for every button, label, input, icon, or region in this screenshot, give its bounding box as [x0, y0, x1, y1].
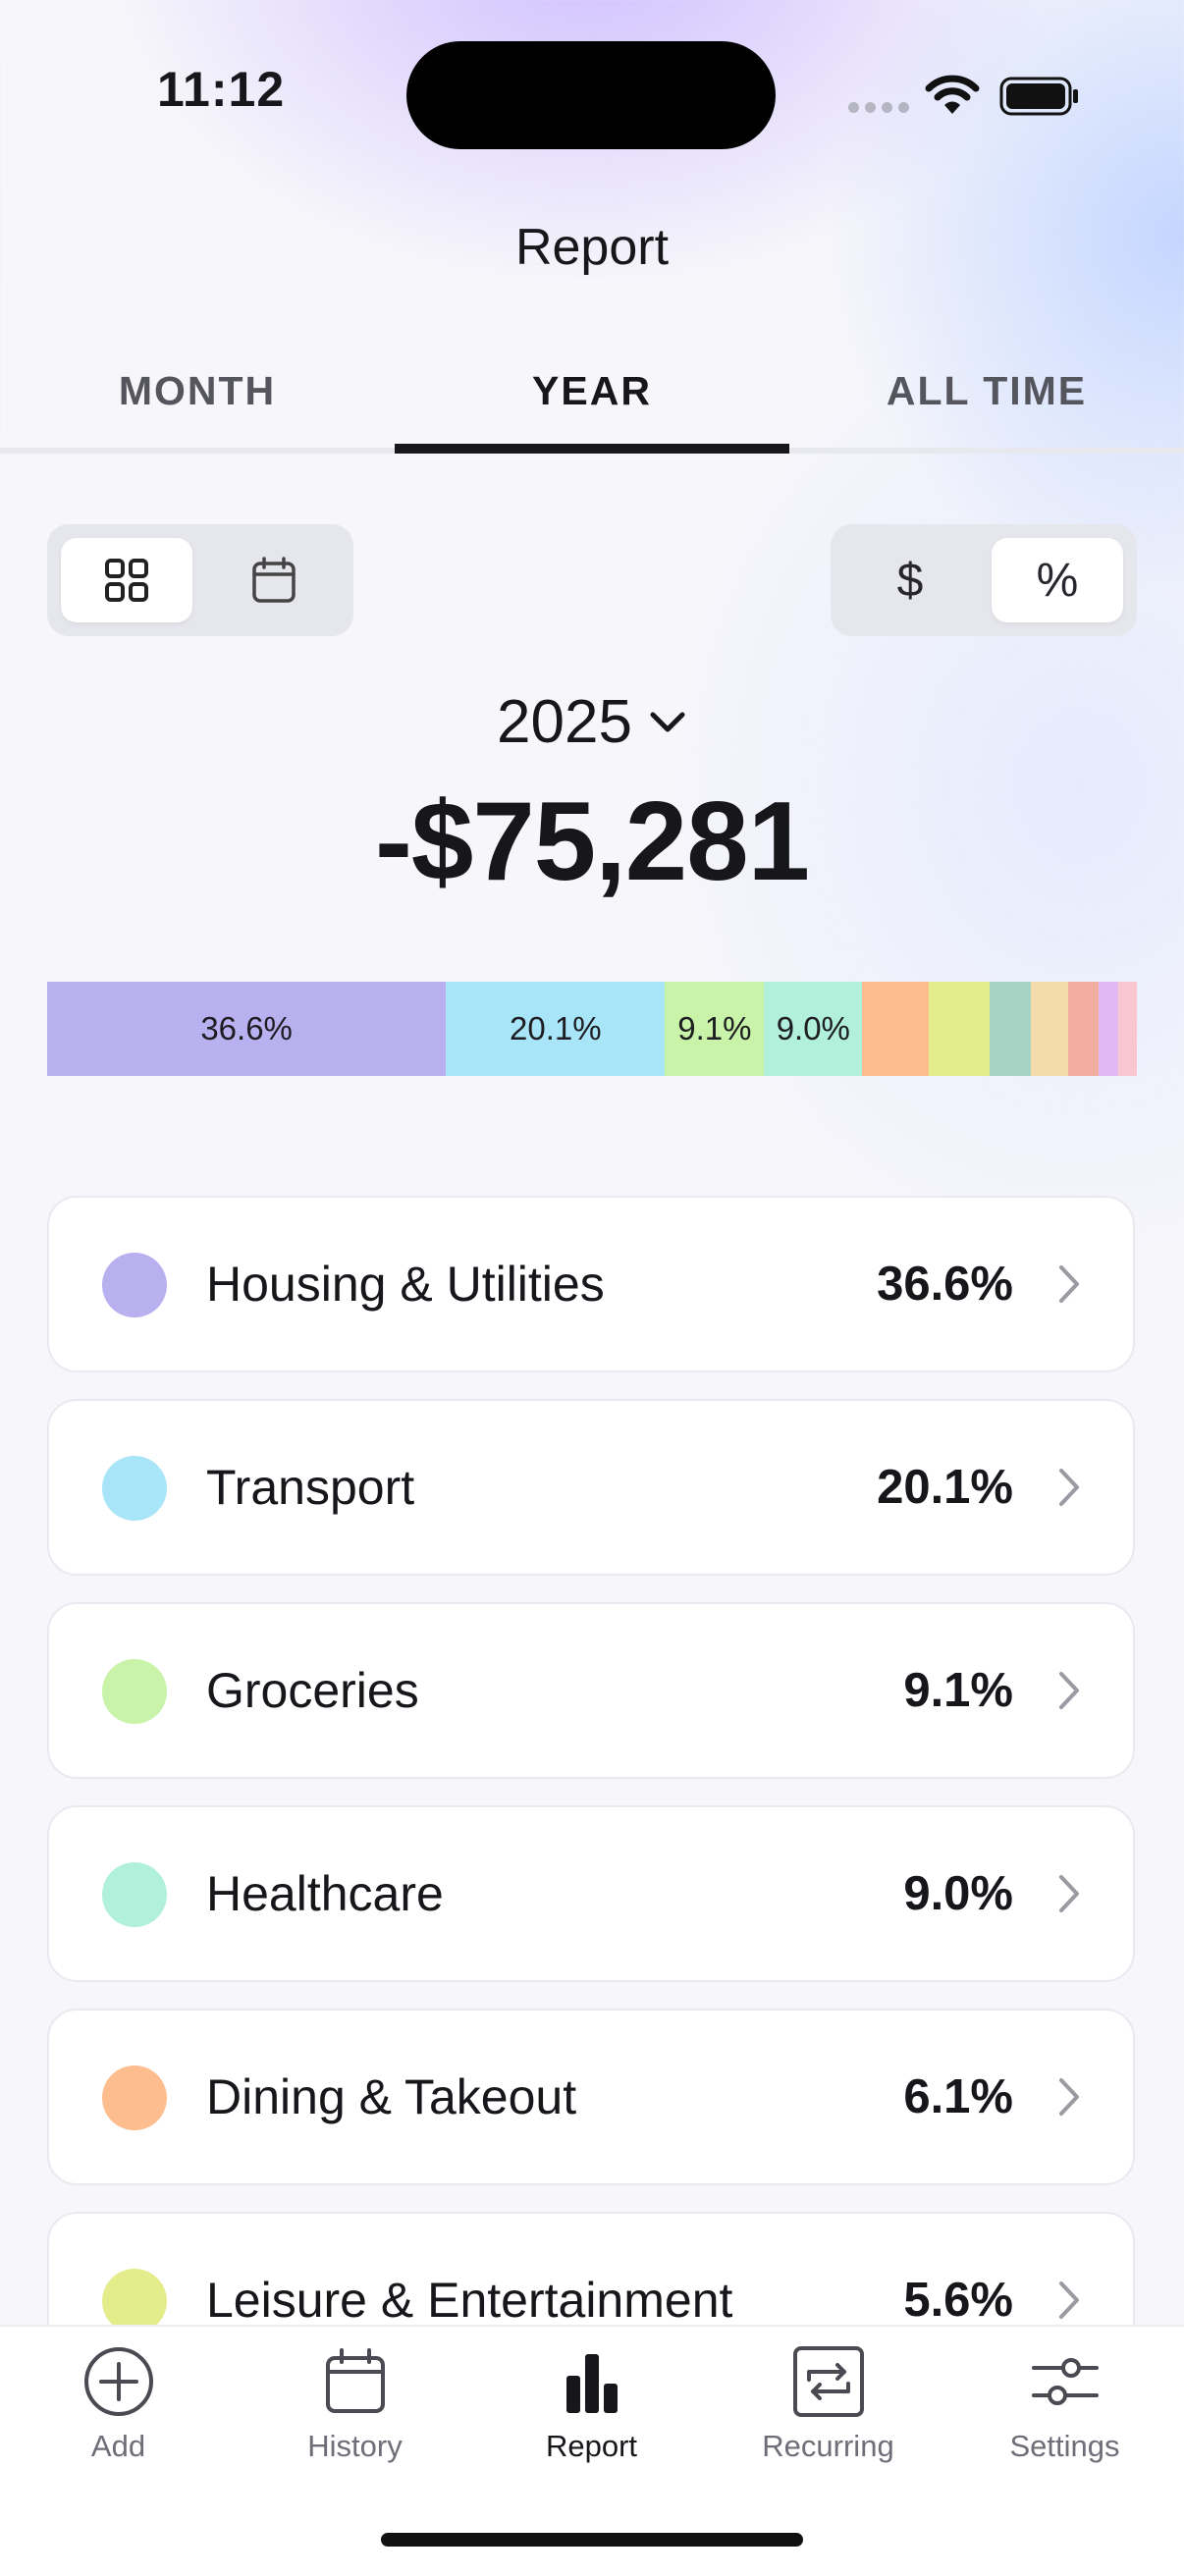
calendar-icon — [252, 557, 296, 603]
category-color-dot — [102, 1862, 167, 1927]
nav-history[interactable]: History — [237, 2344, 473, 2464]
category-card[interactable]: Groceries 9.1% — [47, 1602, 1135, 1779]
chevron-right-icon — [1059, 1875, 1079, 1912]
category-percent: 9.0% — [903, 1867, 1013, 1920]
category-name: Housing & Utilities — [206, 1257, 605, 1312]
category-percent: 5.6% — [903, 2274, 1013, 2327]
page-title: Report — [514, 219, 670, 276]
nav-add[interactable]: Add — [0, 2344, 237, 2464]
category-name: Groceries — [206, 1663, 419, 1718]
year-selector[interactable]: 2025 — [0, 687, 1184, 757]
cellular-signal-icon — [848, 102, 909, 113]
category-percent: 36.6% — [877, 1258, 1013, 1311]
sliders-icon — [1031, 2358, 1099, 2405]
unit-toggle: $ % — [831, 524, 1137, 636]
home-indicator — [381, 2533, 803, 2547]
category-card[interactable]: Dining & Takeout 6.1% — [47, 2009, 1135, 2185]
nav-label: Add — [90, 2429, 146, 2463]
nav-settings[interactable]: Settings — [946, 2344, 1183, 2464]
bar-segment: 9.0% — [764, 982, 863, 1076]
period-tabs: MONTH YEAR ALL TIME — [0, 334, 1184, 454]
calendar-view-button[interactable] — [208, 538, 340, 622]
battery-icon — [999, 77, 1078, 116]
nav-recurring[interactable]: Recurring — [710, 2344, 946, 2464]
bar-segment: 36.6% — [47, 982, 447, 1076]
category-color-dot — [102, 1456, 167, 1521]
dynamic-island — [406, 41, 776, 149]
chevron-right-icon — [1059, 1469, 1079, 1506]
category-color-dot — [102, 1253, 167, 1317]
bottom-nav: Add History Report Recurring Settings — [0, 2325, 1184, 2576]
add-circle-icon — [83, 2347, 153, 2416]
bar-segment: 9.1% — [665, 982, 765, 1076]
status-time: 11:12 — [157, 62, 286, 117]
grid-icon — [105, 559, 148, 602]
percent-button[interactable]: % — [992, 538, 1123, 622]
category-name: Leisure & Entertainment — [206, 2273, 733, 2328]
nav-label: History — [307, 2429, 403, 2463]
category-card[interactable]: Housing & Utilities 36.6% — [47, 1196, 1135, 1372]
bar-segment: 20.1% — [446, 982, 666, 1076]
year-label: 2025 — [497, 688, 632, 756]
category-name: Dining & Takeout — [206, 2069, 577, 2124]
category-card[interactable]: Transport 20.1% — [47, 1399, 1135, 1576]
bar-segment — [1118, 982, 1137, 1076]
grid-view-button[interactable] — [61, 538, 192, 622]
total-amount: -$75,281 — [374, 779, 810, 904]
nav-label: Recurring — [762, 2429, 894, 2463]
bar-chart-icon — [565, 2354, 618, 2413]
chevron-right-icon — [1059, 2281, 1079, 2319]
bar-segment — [990, 982, 1032, 1076]
bar-segment — [1099, 982, 1119, 1076]
category-percent: 6.1% — [903, 2070, 1013, 2123]
category-name: Healthcare — [206, 1866, 444, 1921]
wifi-icon — [925, 75, 980, 114]
view-toggle — [47, 524, 353, 636]
category-color-dot — [102, 2269, 167, 2334]
category-percent: 9.1% — [903, 1664, 1013, 1717]
dollar-button[interactable]: $ — [896, 554, 924, 607]
tab-year[interactable]: YEAR — [532, 367, 652, 413]
calendar-icon — [325, 2348, 385, 2413]
bar-segment — [862, 982, 929, 1076]
category-percent: 20.1% — [877, 1461, 1013, 1514]
nav-label: Report — [545, 2429, 638, 2463]
category-card[interactable]: Healthcare 9.0% — [47, 1805, 1135, 1982]
bar-segment — [1031, 982, 1069, 1076]
chevron-right-icon — [1059, 1265, 1079, 1303]
chevron-down-icon — [650, 712, 685, 731]
category-color-dot — [102, 2066, 167, 2130]
tab-month[interactable]: MONTH — [118, 367, 277, 413]
tab-all-time[interactable]: ALL TIME — [886, 367, 1088, 413]
breakdown-bar: 36.6% 20.1% 9.1% 9.0% — [47, 982, 1137, 1076]
repeat-icon — [792, 2346, 864, 2417]
chevron-right-icon — [1059, 2078, 1079, 2116]
category-name: Transport — [206, 1460, 415, 1515]
bar-segment — [1068, 982, 1100, 1076]
active-tab-indicator — [395, 444, 789, 454]
nav-label: Settings — [1009, 2429, 1120, 2463]
bar-segment — [928, 982, 991, 1076]
category-color-dot — [102, 1659, 167, 1724]
chevron-right-icon — [1059, 1672, 1079, 1709]
nav-report[interactable]: Report — [473, 2344, 710, 2464]
